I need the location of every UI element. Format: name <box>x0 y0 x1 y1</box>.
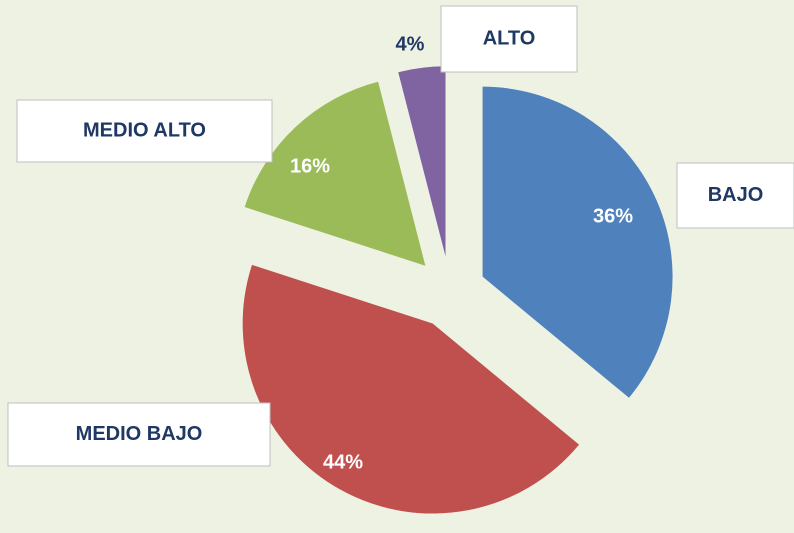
label-box <box>7 402 271 467</box>
label-box <box>16 99 273 163</box>
label-box <box>440 5 578 73</box>
category-label: BAJO <box>708 184 764 206</box>
value-label: 36% <box>593 205 633 227</box>
pie-slice <box>398 66 446 257</box>
category-label: MEDIO BAJO <box>76 423 203 445</box>
pie-slice <box>242 264 580 514</box>
label-box <box>676 162 794 229</box>
value-label: 16% <box>290 155 330 177</box>
pie-slice <box>482 86 673 398</box>
category-label: ALTO <box>483 27 536 49</box>
value-label: 4% <box>396 33 425 55</box>
category-label: MEDIO ALTO <box>83 119 206 141</box>
value-label: 44% <box>323 451 363 473</box>
pie-slice <box>244 81 426 266</box>
